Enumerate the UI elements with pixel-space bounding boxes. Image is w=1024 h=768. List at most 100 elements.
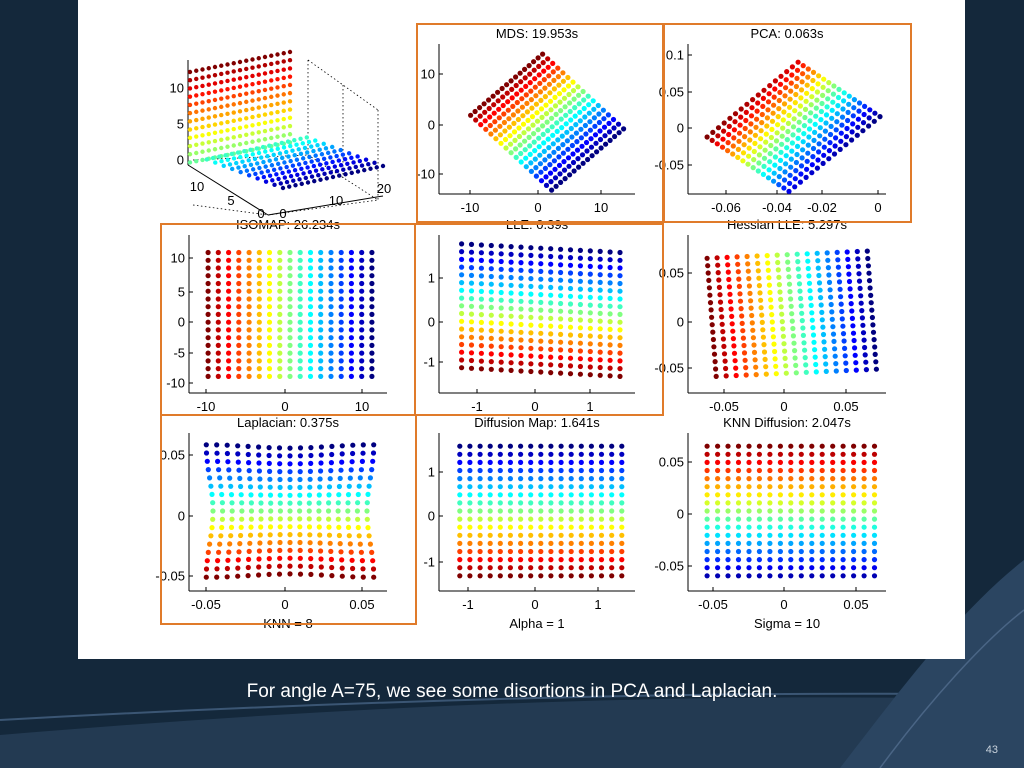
data-point: [800, 139, 806, 145]
data-point: [468, 303, 475, 309]
data-point: [256, 288, 262, 294]
data-point: [555, 137, 561, 143]
data-point: [297, 366, 303, 372]
data-point: [617, 311, 623, 317]
data-point: [328, 249, 334, 256]
data-point: [353, 164, 358, 170]
data-point: [335, 508, 341, 514]
data-point: [242, 164, 247, 169]
data-point: [771, 94, 777, 100]
data-point: [297, 280, 303, 287]
data-point: [496, 115, 502, 121]
data-point: [771, 102, 777, 108]
data-point: [598, 573, 605, 579]
data-point: [318, 177, 323, 182]
data-point: [307, 280, 314, 287]
y-tick-label: 0: [427, 314, 435, 330]
data-point: [287, 476, 293, 483]
data-point: [767, 151, 773, 157]
data-point: [578, 524, 584, 530]
data-point: [267, 468, 273, 474]
data-point: [261, 159, 266, 165]
data-point: [770, 326, 776, 332]
data-point: [746, 283, 753, 289]
data-point: [832, 346, 838, 352]
data-point: [299, 181, 304, 187]
data-point: [762, 147, 768, 153]
data-point: [498, 351, 504, 357]
data-point: [308, 452, 314, 459]
data-point: [266, 304, 273, 310]
data-point: [526, 134, 532, 140]
data-point: [800, 71, 806, 77]
data-point: [266, 358, 273, 364]
data-point: [518, 516, 524, 522]
data-point: [280, 170, 285, 176]
data-point: [617, 304, 623, 310]
data-point: [215, 358, 221, 364]
data-point: [838, 130, 844, 136]
data-point: [840, 508, 846, 514]
data-point: [543, 111, 550, 117]
data-point: [369, 265, 375, 271]
data-point: [772, 154, 779, 160]
data-point: [578, 532, 584, 538]
data-point: [558, 254, 564, 260]
data-point: [194, 159, 199, 164]
data-point: [468, 319, 475, 325]
data-point: [248, 500, 254, 506]
data-point: [296, 147, 301, 152]
data-point: [788, 80, 794, 86]
data-point: [500, 94, 506, 100]
data-point: [808, 302, 814, 308]
data-point: [518, 443, 524, 449]
data-point: [266, 280, 273, 287]
data-point: [853, 360, 859, 366]
data-point: [730, 336, 737, 342]
data-point: [802, 355, 808, 361]
data-point: [472, 108, 478, 115]
data-point: [345, 161, 350, 166]
data-point: [558, 500, 564, 506]
data-point: [226, 296, 232, 302]
data-point: [528, 557, 534, 563]
data-point: [507, 557, 513, 563]
data-point: [558, 308, 564, 314]
data-point: [487, 484, 493, 490]
data-point: [818, 117, 824, 123]
data-point: [244, 107, 249, 113]
data-point: [359, 257, 365, 263]
data-point: [767, 451, 773, 457]
data-point: [237, 76, 243, 81]
data-point: [227, 475, 233, 481]
data-point: [617, 327, 623, 333]
data-point: [359, 280, 365, 287]
data-point: [548, 269, 554, 275]
data-point: [493, 136, 499, 142]
x-axis-label: Sigma = 10: [753, 616, 821, 631]
data-point: [281, 59, 286, 64]
data-point: [756, 516, 763, 522]
data-point: [851, 476, 857, 482]
data-point: [212, 81, 218, 86]
data-point: [558, 277, 564, 283]
data-point: [250, 131, 255, 136]
data-point: [704, 476, 710, 482]
data-point: [318, 319, 324, 325]
data-point: [750, 335, 757, 341]
data-point: [567, 247, 574, 253]
data-point: [250, 65, 255, 70]
data-point: [715, 125, 722, 131]
data-point: [581, 105, 587, 112]
data-point: [334, 153, 339, 159]
data-point: [367, 541, 373, 547]
data-point: [287, 492, 293, 498]
data-point: [558, 316, 564, 322]
data-point: [498, 258, 504, 265]
data-point: [609, 459, 615, 465]
data-point: [490, 93, 496, 99]
data-point: [542, 165, 548, 171]
data-point: [237, 142, 243, 147]
data-point: [830, 565, 836, 571]
data-point: [256, 311, 262, 317]
